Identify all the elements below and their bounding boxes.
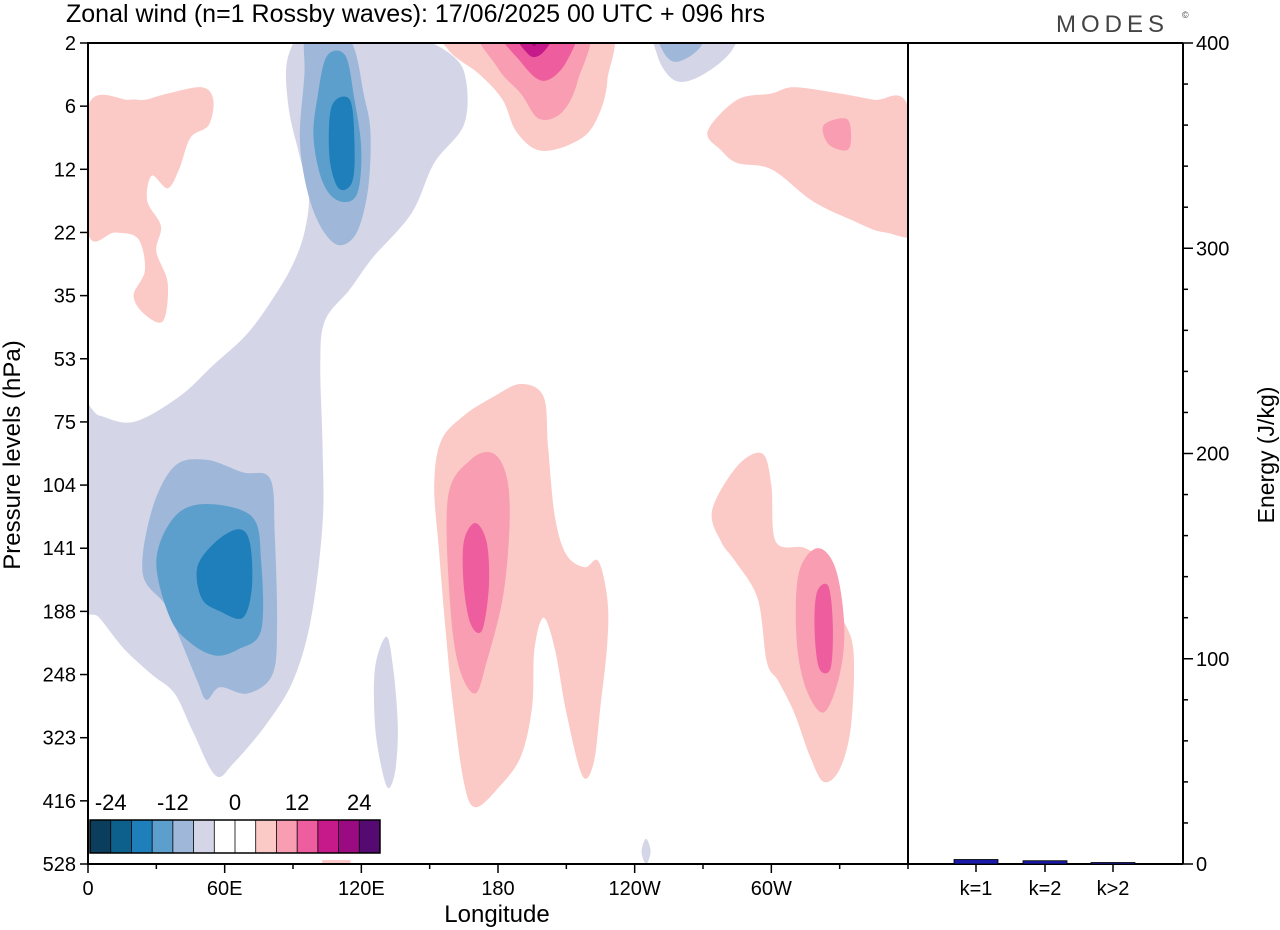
modes-brand: MODES ©	[1056, 10, 1189, 38]
y-tick-label: 35	[54, 286, 76, 308]
y-tick-label: 104	[43, 475, 76, 497]
colorbar-swatch-4	[172, 820, 194, 853]
heatmap-field	[88, 43, 908, 864]
x-tick-label: 180	[481, 878, 514, 900]
contour-region-16	[504, 43, 576, 81]
colorbar-swatch-1	[110, 820, 132, 853]
x-axis-label: Longitude	[444, 901, 549, 928]
energy-tick-label: 200	[1196, 444, 1229, 466]
y-axis-label: Pressure levels (hPa)	[0, 340, 26, 569]
contour-region-9	[196, 529, 253, 619]
colorbar-swatch-6	[214, 820, 236, 853]
colorbar-swatch-7	[235, 820, 257, 853]
contour-layers	[88, 43, 908, 864]
energy-tick-label: 100	[1196, 649, 1229, 671]
energy-tick-label: 0	[1196, 854, 1207, 876]
y-tick-label: 248	[43, 665, 76, 687]
contour-region-21	[462, 523, 490, 634]
colorbar-swatch-3	[152, 820, 174, 853]
bar-category-label: k>2	[1097, 878, 1130, 900]
contour-region-11	[88, 87, 214, 323]
energy-bar-2	[1090, 862, 1136, 865]
colorbar-label: -12	[157, 790, 189, 815]
colorbar-label: 0	[229, 790, 241, 815]
y-tick-label: 141	[43, 538, 76, 560]
bar-category-label: k=1	[960, 878, 993, 900]
energy-tick-label: 300	[1196, 238, 1229, 260]
contour-region-13	[822, 118, 852, 151]
bar-category-label: k=2	[1029, 878, 1062, 900]
energy-bar-chart: 0 100 200 300 400 k=1 k=2 k>2	[907, 33, 1229, 900]
y-tick-label: 416	[43, 791, 76, 813]
colorbar-swatch-12	[338, 820, 360, 853]
colorbar-swatch-0	[90, 820, 112, 853]
colorbar-swatch-8	[255, 820, 277, 853]
energy-bar-1	[1022, 860, 1068, 865]
x-tick-label: 0	[82, 878, 93, 900]
contour-region-24	[814, 583, 833, 674]
y-tick-label: 323	[43, 728, 76, 750]
y-tick-label: 53	[54, 349, 76, 371]
colorbar-swatch-9	[276, 820, 298, 853]
y-tick-label: 2	[65, 33, 76, 55]
contour-region-12	[707, 87, 908, 238]
colorbar-label: 24	[347, 790, 371, 815]
y-tick-label: 188	[43, 601, 76, 623]
energy-tick-label: 400	[1196, 33, 1229, 55]
brand-logo-text: MODES	[1056, 11, 1169, 38]
colorbar: -24 -12 0 12 24	[88, 790, 384, 860]
contour-region-1	[373, 636, 398, 789]
brand-copyright-mark: ©	[1182, 10, 1189, 20]
colorbar-label: -24	[95, 790, 127, 815]
y-tick-label: 6	[65, 96, 76, 118]
contour-region-10	[328, 96, 355, 191]
y-tick-label: 12	[54, 159, 76, 181]
contour-region-25	[748, 535, 754, 555]
contour-region-17	[519, 43, 551, 58]
x-tick-label: 120E	[338, 878, 385, 900]
x-tick-label: 60W	[751, 878, 792, 900]
y-tick-label: 22	[54, 222, 76, 244]
contour-region-3	[641, 838, 651, 864]
energy-bar-0	[953, 859, 999, 865]
energy-axis-label: Energy (J/kg)	[1253, 387, 1279, 524]
x-tick-label: 120W	[609, 878, 661, 900]
colorbar-swatch-11	[317, 820, 339, 853]
colorbar-swatch-2	[131, 820, 153, 853]
y-tick-label: 75	[54, 412, 76, 434]
chart-title: Zonal wind (n=1 Rossby waves): 17/06/202…	[66, 0, 765, 28]
y-tick-label: 528	[43, 854, 76, 876]
x-tick-label: 60E	[207, 878, 243, 900]
colorbar-label: 12	[285, 790, 309, 815]
colorbar-swatch-5	[193, 820, 215, 853]
contour-region-6	[658, 43, 704, 62]
colorbar-swatch-13	[359, 820, 381, 853]
colorbar-swatch-10	[297, 820, 319, 853]
